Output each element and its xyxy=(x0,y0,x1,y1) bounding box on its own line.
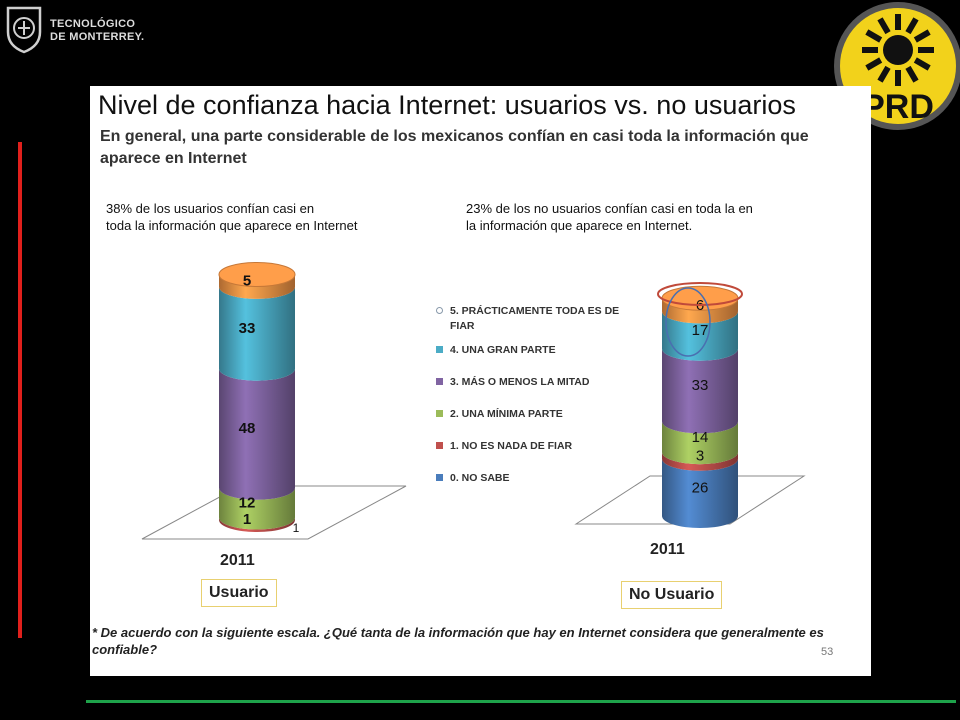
highlight-circle xyxy=(665,287,711,357)
data-label-extra: 1 xyxy=(293,521,300,535)
legend-item-minima-parte: 2. UNA MÍNIMA PARTE xyxy=(436,407,636,422)
bar-segment xyxy=(219,517,295,532)
year-label-no-usuario: 2011 xyxy=(650,541,685,558)
prd-logo-text: PRD xyxy=(862,88,934,126)
data-label: 26 xyxy=(692,479,709,496)
bar-segment xyxy=(662,458,738,528)
data-label: 12 xyxy=(239,495,256,512)
bar-segment xyxy=(662,452,738,471)
tec-name-line2: DE MONTERREY. xyxy=(50,31,145,43)
legend-label: 1. NO ES NADA DE FIAR xyxy=(450,440,573,452)
year-label-usuario: 2011 xyxy=(220,552,255,569)
tec-name-line1: TECNOLÓGICO xyxy=(50,18,136,30)
legend-swatch xyxy=(436,410,443,417)
bar-segment xyxy=(662,311,738,361)
chart-legend: 5. PRÁCTICAMENTE TODA ES DE FIAR 4. UNA … xyxy=(436,304,636,503)
slide-title: Nivel de confianza hacia Internet: usuar… xyxy=(98,90,796,120)
tec-seal-icon xyxy=(6,6,42,54)
page-number: 53 xyxy=(821,646,834,658)
bar-segment xyxy=(219,286,295,381)
bar-segment xyxy=(662,298,738,324)
highlight-ellipse xyxy=(657,282,743,306)
bar-segment xyxy=(662,348,738,434)
data-label: 17 xyxy=(692,322,709,339)
left-red-accent xyxy=(18,142,22,638)
data-label: 14 xyxy=(692,429,709,446)
data-label: 1 xyxy=(243,511,251,528)
data-label: 5 xyxy=(243,273,251,290)
legend-swatch xyxy=(436,442,443,449)
chart-floor-plane xyxy=(141,485,407,540)
legend-item-gran-parte: 4. UNA GRAN PARTE xyxy=(436,343,636,358)
caption-usuarios: 38% de los usuarios confían casi en toda… xyxy=(106,201,358,233)
category-label-no-usuario: No Usuario xyxy=(621,581,723,609)
legend-swatch xyxy=(436,346,443,353)
legend-swatch xyxy=(436,474,443,481)
bar-segment xyxy=(219,487,295,530)
legend-label: 2. UNA MÍNIMA PARTE xyxy=(450,408,563,420)
bar-top-cap xyxy=(218,261,296,287)
tec-logo: TECNOLÓGICO DE MONTERREY. xyxy=(4,4,164,56)
slide: Nivel de confianza hacia Internet: usuar… xyxy=(90,86,871,676)
legend-label: 5. PRÁCTICAMENTE TODA ES DE FIAR xyxy=(450,305,620,332)
legend-swatch xyxy=(436,307,443,314)
legend-item-practicamente-toda: 5. PRÁCTICAMENTE TODA ES DE FIAR xyxy=(436,304,636,334)
data-label: 33 xyxy=(692,377,709,394)
legend-item-mas-o-menos: 3. MÁS O MENOS LA MITAD xyxy=(436,375,636,390)
legend-item-nada-de-fiar: 1. NO ES NADA DE FIAR xyxy=(436,439,636,454)
data-label: 33 xyxy=(239,320,256,337)
legend-item-no-sabe: 0. NO SABE xyxy=(436,471,636,486)
footnote: * De acuerdo con la siguiente escala. ¿Q… xyxy=(92,625,824,657)
legend-swatch xyxy=(436,378,443,385)
legend-label: 3. MÁS O MENOS LA MITAD xyxy=(450,376,590,388)
bottom-green-accent xyxy=(86,700,956,703)
legend-label: 0. NO SABE xyxy=(450,472,510,484)
slide-subtitle: En general, una parte considerable de lo… xyxy=(100,128,809,167)
category-label-usuario: Usuario xyxy=(201,579,277,607)
bar-segment xyxy=(662,421,738,465)
data-label: 48 xyxy=(239,420,256,437)
data-label: 3 xyxy=(696,448,704,465)
caption-no-usuarios: 23% de los no usuarios confían casi en t… xyxy=(466,201,753,233)
legend-label: 4. UNA GRAN PARTE xyxy=(450,344,556,356)
bar-segment xyxy=(219,368,295,500)
